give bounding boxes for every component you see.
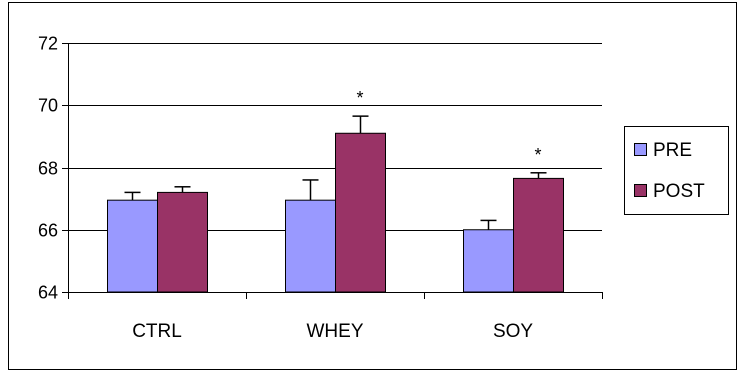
significance-asterisk: * — [534, 145, 541, 165]
annotations: ** — [356, 88, 541, 165]
legend-swatch-pre — [634, 143, 647, 156]
y-tick-labels: 64 66 68 70 72 — [38, 34, 58, 303]
bar-pre-whey — [285, 199, 336, 293]
legend-swatch-post — [634, 184, 647, 197]
bar-pre-ctrl — [107, 199, 158, 293]
y-tick-label: 70 — [38, 96, 58, 116]
category-label: CTRL — [132, 321, 182, 342]
y-tick-label: 64 — [38, 283, 58, 303]
category-label: WHEY — [307, 321, 364, 342]
legend-label-pre: PRE — [653, 140, 692, 161]
y-tick-label: 66 — [38, 221, 58, 241]
bar-pre-soy — [463, 229, 514, 293]
legend-box — [624, 126, 729, 215]
category-label: SOY — [493, 321, 533, 342]
y-tick-label: 68 — [38, 159, 58, 179]
y-tick-label: 72 — [38, 34, 58, 54]
axes — [62, 43, 603, 299]
category-labels: CTRL WHEY SOY — [132, 321, 533, 342]
bar-post-soy — [513, 177, 564, 293]
significance-asterisk: * — [356, 88, 363, 108]
bar-post-ctrl — [157, 191, 208, 293]
bar-post-whey — [335, 132, 386, 293]
legend-label-post: POST — [653, 181, 705, 202]
legend: PRE POST — [624, 126, 729, 215]
